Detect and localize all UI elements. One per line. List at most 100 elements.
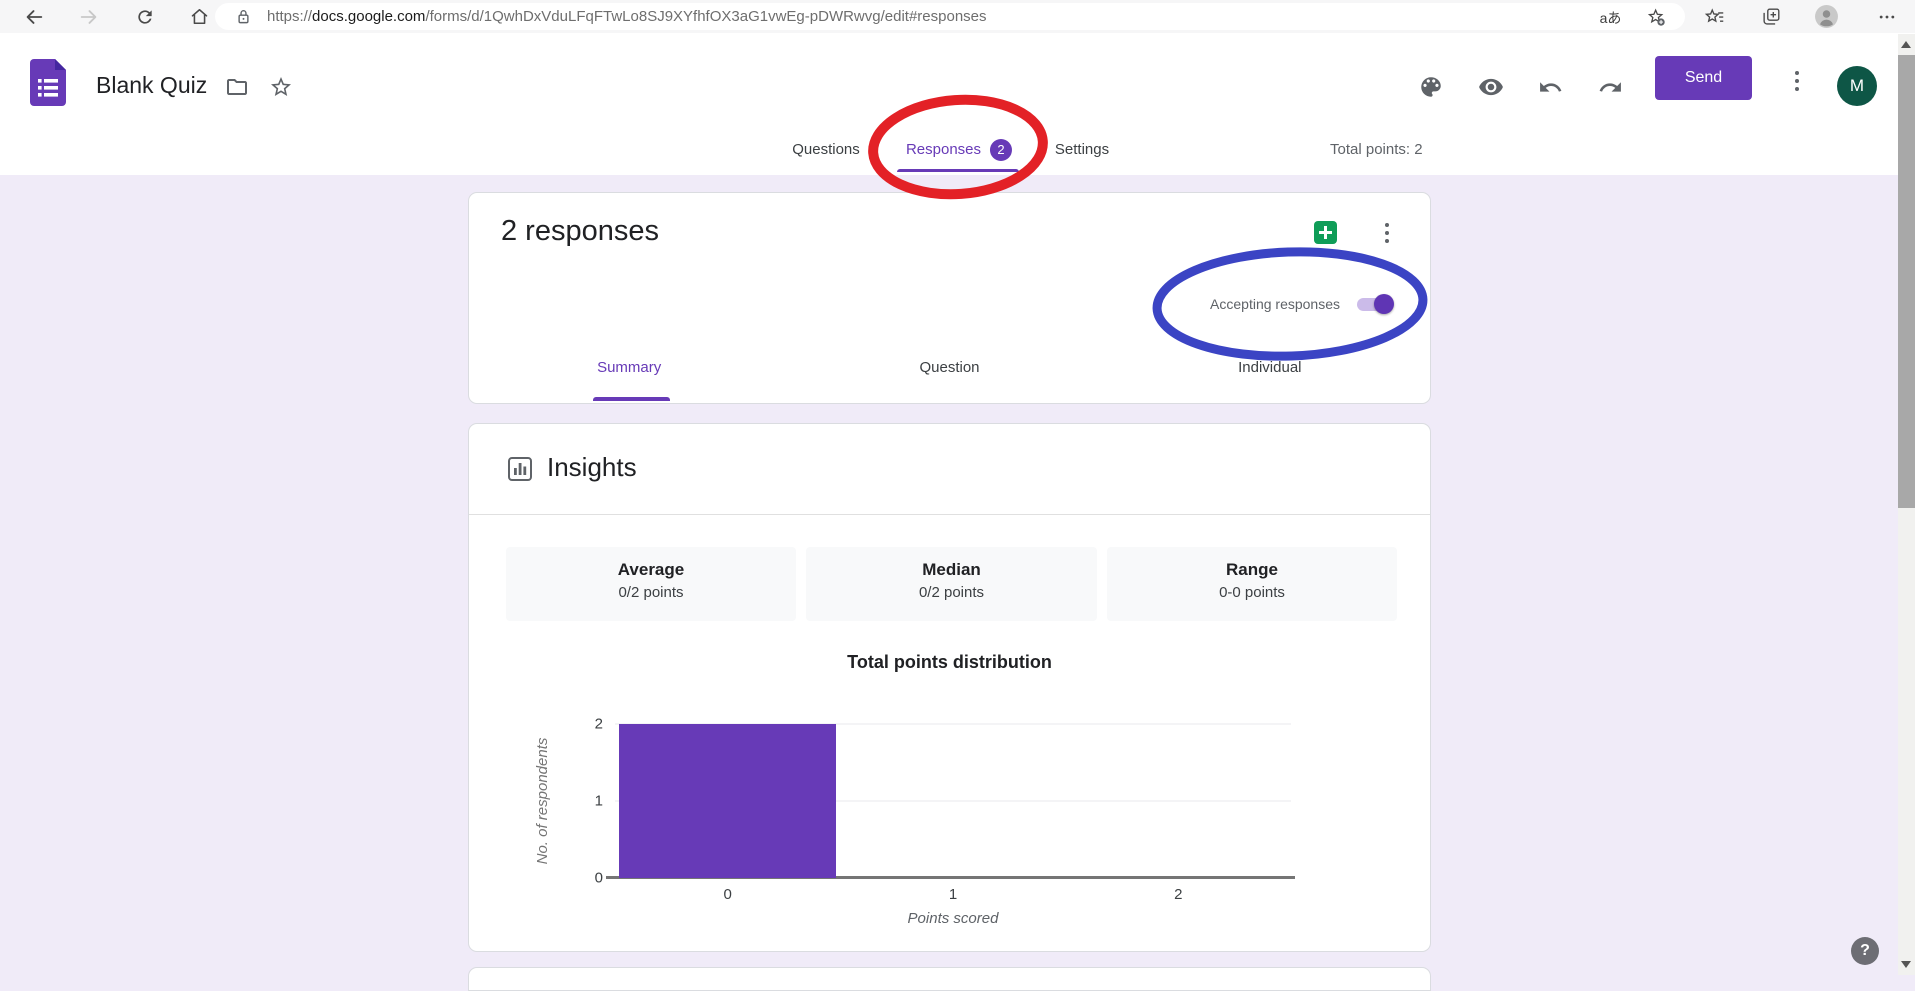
scrollbar-thumb[interactable] — [1898, 55, 1915, 508]
stat-value: 0/2 points — [618, 584, 684, 601]
stat-range: Range 0-0 points — [1107, 547, 1397, 621]
chart-gridline — [615, 800, 1291, 802]
star-outline-icon — [271, 77, 291, 96]
chart-x-axis-line — [606, 876, 1295, 879]
y-tick-label: 1 — [594, 792, 603, 810]
responses-count-badge: 2 — [990, 139, 1013, 161]
forms-logo-icon[interactable] — [30, 59, 66, 111]
ellipsis-icon — [1879, 15, 1894, 18]
preview-button[interactable] — [1478, 74, 1504, 100]
tab-responses-label: Responses — [905, 141, 982, 158]
url-domain: docs.google.com — [312, 8, 426, 25]
customize-theme-button[interactable] — [1418, 74, 1444, 100]
y-tick-label: 2 — [594, 715, 603, 733]
chart-y-ticks: 0 1 2 — [565, 717, 603, 886]
chart-y-axis-label: No. of respondents — [534, 737, 551, 865]
lock-icon[interactable] — [233, 6, 254, 32]
subtab-question[interactable]: Question — [919, 359, 980, 376]
scrollbar-up-arrow[interactable] — [1901, 41, 1911, 48]
browser-forward-button[interactable] — [76, 4, 101, 29]
stat-median: Median 0/2 points — [806, 547, 1097, 621]
responses-card: 2 responses Accepting responses Summary … — [468, 192, 1431, 404]
chart-title: Total points distribution — [847, 652, 1052, 672]
account-avatar[interactable]: M — [1837, 66, 1877, 106]
subtab-summary[interactable]: Summary — [597, 359, 662, 376]
view-in-sheets-button[interactable] — [1314, 221, 1338, 245]
stat-value: 0-0 points — [1219, 584, 1285, 601]
active-tab-indicator — [897, 169, 1019, 172]
responses-more-options-button[interactable] — [1385, 223, 1389, 243]
subtab-individual[interactable]: Individual — [1238, 359, 1302, 376]
form-title[interactable]: Blank Quiz — [96, 72, 208, 98]
responses-count-title: 2 responses — [501, 215, 659, 247]
redo-icon — [1599, 81, 1621, 92]
favorites-star-icon — [1704, 7, 1723, 23]
scrollbar-down-arrow[interactable] — [1901, 961, 1911, 968]
eye-icon — [1479, 78, 1503, 96]
help-button[interactable]: ? — [1851, 937, 1879, 965]
insights-header: Insights — [469, 424, 1430, 515]
y-tick-label: 0 — [594, 869, 603, 887]
browser-back-button[interactable] — [21, 4, 46, 29]
add-favorite-button[interactable] — [1644, 5, 1669, 30]
toggle-thumb — [1374, 294, 1394, 314]
tab-settings[interactable]: Settings — [1054, 141, 1110, 158]
insights-title: Insights — [547, 452, 637, 482]
accepting-responses-toggle[interactable] — [1356, 294, 1394, 314]
refresh-icon — [137, 9, 152, 24]
url-text: https://docs.google.com/forms/d/1QwhDxVd… — [267, 8, 987, 25]
x-tick-label: 0 — [723, 886, 732, 903]
palette-icon — [1421, 77, 1441, 97]
browser-favorites-button[interactable] — [1702, 4, 1727, 29]
back-arrow-icon — [26, 9, 42, 24]
home-icon — [191, 8, 208, 25]
redo-button[interactable] — [1597, 74, 1623, 100]
translate-page-button[interactable]: aあ — [1598, 5, 1623, 30]
stat-value: 0/2 points — [918, 584, 985, 601]
move-to-folder-button[interactable] — [224, 74, 250, 100]
browser-menu-button[interactable] — [1874, 4, 1899, 29]
profile-avatar-icon — [1815, 5, 1838, 28]
header-more-options-button[interactable] — [1790, 71, 1804, 91]
star-plus-icon — [1647, 8, 1665, 26]
x-tick-label: 1 — [948, 886, 958, 903]
send-button[interactable]: Send — [1655, 56, 1752, 100]
x-tick-label: 2 — [1174, 886, 1183, 903]
star-form-button[interactable] — [268, 74, 294, 100]
chart-x-axis-label: Points scored — [907, 910, 999, 927]
next-card-partial — [468, 967, 1431, 991]
undo-button[interactable] — [1537, 74, 1563, 100]
browser-home-button[interactable] — [187, 4, 212, 29]
stat-label: Range — [1226, 560, 1278, 579]
chart-plot-area — [606, 723, 1295, 879]
stat-label: Median — [922, 560, 981, 579]
insights-card: Insights Average 0/2 points Median 0/2 p… — [468, 423, 1431, 952]
active-subtab-indicator — [593, 397, 670, 401]
bar-chart-icon — [507, 456, 533, 487]
chart-x-ticks: 0 1 2 — [615, 886, 1291, 906]
tab-questions[interactable]: Questions — [792, 141, 860, 158]
url-scheme: https:// — [267, 8, 313, 25]
accepting-responses-row: Accepting responses — [1210, 294, 1394, 314]
tab-responses[interactable]: Responses 2 — [905, 139, 1013, 161]
url-path: /forms/d/1QwhDxVduLFqFTwLo8SJ9XYfhfOX3aG… — [425, 8, 987, 25]
stat-label: Average — [617, 560, 685, 579]
browser-collections-button[interactable] — [1758, 4, 1783, 29]
page-scrollbar[interactable] — [1898, 34, 1915, 975]
chart-bar — [619, 724, 837, 878]
translate-icon: aあ — [1599, 9, 1622, 26]
browser-refresh-button[interactable] — [132, 4, 157, 29]
google-sheets-icon — [1314, 221, 1337, 244]
undo-icon — [1539, 81, 1561, 92]
browser-toolbar: https://docs.google.com/forms/d/1QwhDxVd… — [0, 0, 1915, 34]
forms-header: Blank Quiz Send M Questions Responses 2 … — [0, 33, 1915, 175]
collections-icon — [1762, 8, 1779, 25]
accepting-responses-label: Accepting responses — [1210, 296, 1340, 312]
browser-profile-button[interactable] — [1814, 4, 1839, 29]
address-bar[interactable]: https://docs.google.com/forms/d/1QwhDxVd… — [215, 3, 1685, 30]
folder-icon — [227, 79, 247, 95]
forward-arrow-icon — [80, 9, 96, 24]
chart-gridline — [615, 723, 1291, 725]
stat-average: Average 0/2 points — [506, 547, 796, 621]
